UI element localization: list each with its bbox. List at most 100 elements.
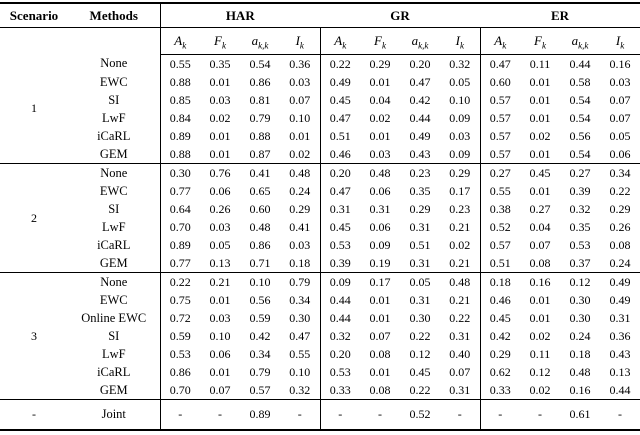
value-cell: 0.79 (249, 110, 271, 125)
metric-subscript: k (620, 40, 625, 51)
joint-scenario-cell: - (0, 399, 68, 430)
value-cell: 0.03 (289, 237, 311, 252)
metric-header: ak,k (240, 27, 280, 55)
scenario-header-spacer (0, 28, 68, 55)
value-cell: 0.21 (449, 219, 471, 234)
value-cell: 0.39 (569, 183, 591, 198)
value-cell: 0.27 (479, 163, 521, 182)
value-cell: 0.18 (289, 255, 311, 270)
table-title-row: Scenario Methods HAR GR ER (0, 3, 640, 28)
table-row: SI 0.85 0.03 0.81 0.07 0.45 0.04 0.42 0.10 0.57 0.… (0, 91, 640, 109)
value-cell: 0.01 (209, 128, 231, 143)
value-cell: 0.60 (479, 73, 521, 91)
value-cell: 0.79 (249, 364, 271, 379)
value-cell: 0.24 (289, 183, 311, 198)
table-row: LwF 0.70 0.03 0.48 0.41 0.45 0.06 0.31 0.21 0.52 0… (0, 218, 640, 236)
value-cell: 0.27 (560, 163, 601, 182)
metric-header: Ak (479, 27, 521, 55)
value-cell: 0.02 (449, 237, 471, 252)
value-cell: 0.89 (159, 236, 200, 254)
value-cell: 0.01 (289, 128, 311, 143)
value-cell: 0.45 (319, 218, 361, 236)
value-cell: 0.48 (249, 219, 271, 234)
value-cell: 0.03 (289, 74, 311, 89)
value-cell: 0.56 (569, 128, 591, 143)
table-row: 2 None 0.30 0.76 0.41 0.48 0.20 0.48 0.23 0.29 0.2… (0, 163, 640, 273)
value-cell: 0.21 (200, 272, 240, 291)
value-cell: 0.10 (289, 110, 311, 125)
value-cell: 0.08 (609, 237, 631, 252)
method-cell: GEM (99, 146, 128, 161)
method-cell: None (100, 56, 128, 71)
value-cell: 0.30 (159, 163, 200, 182)
value-cell: 0.12 (560, 272, 601, 291)
value-cell: 0.54 (569, 110, 591, 125)
value-cell: 0.47 (319, 109, 361, 127)
metric-symbol: F (534, 33, 542, 48)
metric-symbol: a (571, 33, 579, 48)
value-cell: 0.05 (609, 128, 631, 143)
value-cell: 0.07 (609, 110, 631, 125)
value-cell: 0.07 (449, 364, 471, 379)
scenario-cell: 2 (0, 163, 68, 273)
value-cell: 0.08 (369, 346, 391, 361)
value-cell: 0.01 (529, 92, 551, 107)
value-cell: - (479, 399, 521, 430)
value-cell: - (600, 399, 640, 430)
value-cell: 0.06 (369, 219, 391, 234)
value-cell: 0.01 (369, 74, 391, 89)
value-cell: 0.57 (479, 145, 521, 164)
metric-subscript: k,k (418, 40, 429, 51)
method-cell: EWC (99, 74, 128, 89)
value-cell: 0.31 (609, 310, 631, 325)
value-cell: 0.45 (479, 309, 521, 327)
value-cell: 0.02 (209, 110, 231, 125)
value-cell: 0.05 (400, 272, 441, 291)
value-cell: 0.32 (289, 382, 311, 397)
metric-subscript: k (541, 40, 546, 51)
table-row: GEM 0.77 0.13 0.71 0.18 0.39 0.19 0.31 0.21 0.51 0… (0, 254, 640, 273)
value-cell: 0.56 (249, 292, 271, 307)
value-cell: - (319, 399, 361, 430)
scenario-cell: 1 (31, 101, 37, 116)
value-cell: 0.88 (159, 145, 200, 164)
value-cell: 0.08 (529, 255, 551, 270)
value-cell: - (200, 399, 240, 430)
value-cell: 0.86 (249, 74, 271, 89)
metric-subscript: k,k (258, 40, 269, 51)
method-cell: Online EWC (81, 310, 147, 325)
metric-subscript: k (182, 40, 187, 51)
value-cell: 0.10 (449, 92, 471, 107)
value-cell: 0.16 (520, 272, 561, 291)
metric-symbol: a (411, 33, 419, 48)
method-cell: iCaRL (97, 128, 131, 143)
method-cell: None (68, 272, 160, 291)
joint-method-cell: Joint (68, 399, 160, 430)
value-cell: 0.03 (209, 92, 231, 107)
value-cell: 0.71 (249, 255, 271, 270)
value-cell: 0.47 (409, 74, 431, 89)
metric-symbol: A (334, 33, 343, 48)
value-cell: 0.01 (209, 146, 231, 161)
value-cell: 0.70 (159, 381, 200, 400)
value-cell: 0.02 (369, 110, 391, 125)
metric-header: Ak (319, 27, 361, 55)
table-body: 1 None 0.55 0.35 0.54 0.36 0.22 0.29 0.20 0.32 0.4… (0, 54, 640, 430)
method-cell: LwF (101, 219, 126, 234)
method-cell: GEM (99, 382, 128, 397)
value-cell: 0.55 (289, 346, 311, 361)
value-cell: 0.34 (249, 346, 271, 361)
value-cell: 0.02 (529, 328, 551, 343)
value-cell: 0.54 (249, 56, 271, 71)
table-row: SI 0.64 0.26 0.60 0.29 0.31 0.31 0.29 0.23 0.38 0.… (0, 200, 640, 218)
value-cell: 0.11 (529, 346, 551, 361)
value-cell: 0.02 (529, 128, 551, 143)
value-cell: 0.55 (479, 182, 521, 200)
metric-header: Ik (600, 27, 640, 55)
value-cell: 0.57 (479, 109, 521, 127)
table-row: iCaRL 0.86 0.01 0.79 0.10 0.53 0.01 0.45 0.07 0.6… (0, 363, 640, 381)
value-cell: 0.23 (400, 163, 441, 182)
value-cell: 0.75 (159, 291, 200, 309)
value-cell: 0.44 (319, 309, 361, 327)
